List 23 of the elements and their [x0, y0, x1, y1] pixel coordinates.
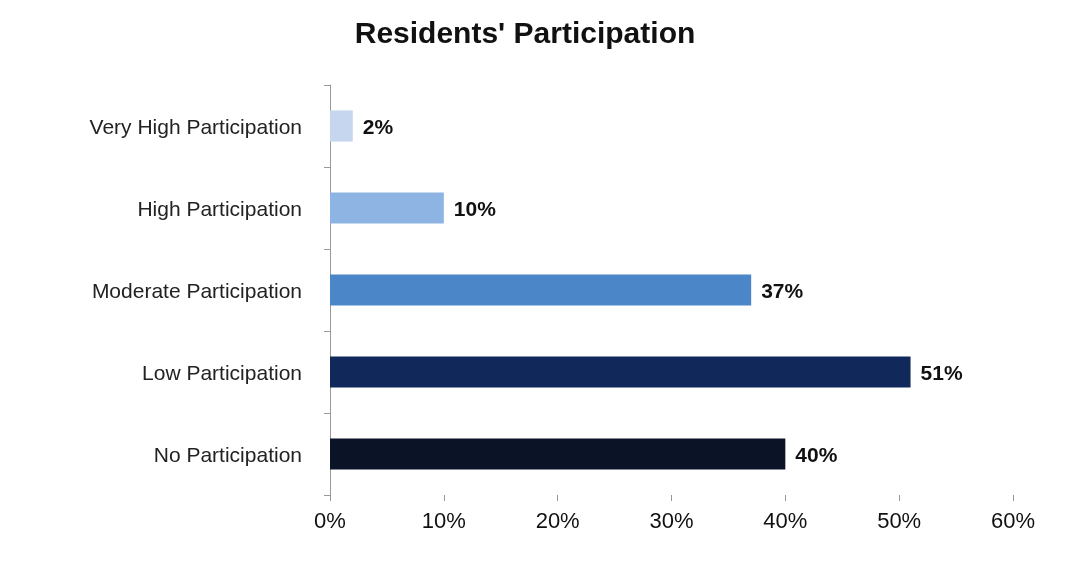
- x-tick-label: 20%: [535, 507, 580, 533]
- y-tick-label: No Participation: [153, 442, 302, 466]
- x-tick-label: 30%: [649, 507, 694, 533]
- data-label: 10%: [453, 196, 497, 220]
- data-label: 37%: [761, 278, 804, 302]
- bar: [330, 274, 752, 306]
- data-label: 40%: [795, 442, 838, 466]
- chart-title: Residents' Participation: [354, 15, 696, 49]
- y-tick-label: Very High Participation: [89, 114, 302, 138]
- x-tick-label: 60%: [990, 507, 1036, 533]
- y-tick-label: Low Participation: [142, 360, 302, 384]
- x-tick-label: 10%: [421, 507, 466, 533]
- bar: [330, 438, 786, 470]
- x-tick-label: 40%: [763, 507, 808, 533]
- data-label: 2%: [362, 114, 394, 138]
- data-label: 51%: [920, 360, 963, 384]
- x-tick-label: 50%: [877, 507, 922, 533]
- bar: [330, 356, 911, 388]
- x-tick-label: 0%: [314, 507, 346, 533]
- y-tick-label: Moderate Participation: [91, 278, 302, 302]
- bar: [330, 110, 353, 142]
- bar: [330, 192, 444, 224]
- y-tick-label: High Participation: [137, 196, 302, 220]
